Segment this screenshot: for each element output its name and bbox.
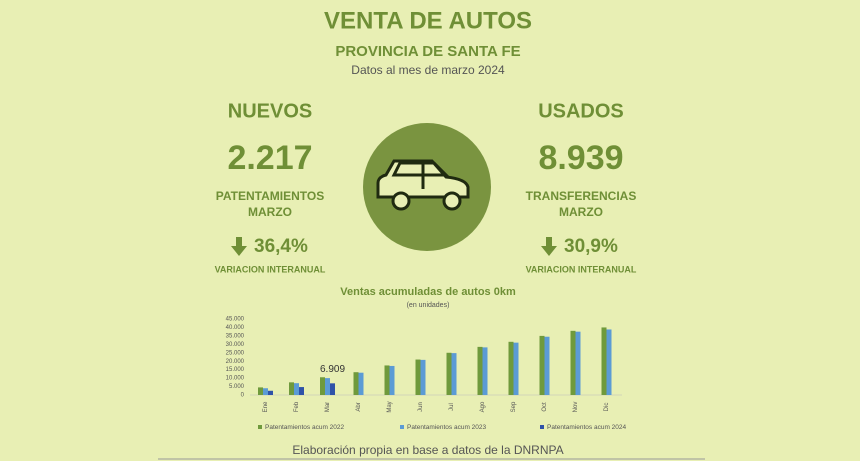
y-tick-label: 35.000 [226, 333, 245, 339]
bar [446, 352, 452, 395]
bar [420, 359, 426, 395]
y-tick-label: 45.000 [226, 317, 245, 323]
bar [513, 342, 519, 395]
right-change: 30,9% [564, 236, 618, 257]
bar [320, 377, 325, 395]
left-label: PATENTAMIENTOS [216, 189, 324, 203]
x-tick-label: Abr [356, 402, 362, 411]
date: Datos al mes de marzo 2024 [351, 63, 505, 77]
bar [477, 346, 483, 395]
y-tick-label: 40.000 [226, 325, 245, 331]
data-label: 6.909 [320, 364, 345, 375]
chart-subtitle: (en unidades) [407, 302, 450, 309]
bar [606, 329, 612, 395]
left-change: 36,4% [254, 236, 308, 257]
x-tick-label: Oct [542, 402, 548, 412]
bar [325, 378, 330, 395]
bar [570, 330, 576, 395]
x-tick-label: Jul [449, 403, 455, 411]
legend-label: Patentamientos acum 2024 [547, 424, 627, 431]
legend-swatch [540, 425, 544, 429]
down-arrow [541, 237, 557, 256]
legend-label: Patentamientos acum 2022 [265, 424, 345, 431]
bar [268, 390, 273, 395]
y-tick-label: 0 [241, 393, 245, 399]
bar [451, 353, 457, 395]
title: VENTA DE AUTOS [324, 7, 532, 34]
legend-swatch [258, 425, 262, 429]
bar [263, 388, 268, 395]
bar [384, 365, 390, 395]
legend-swatch [400, 425, 404, 429]
x-tick-label: Feb [294, 401, 300, 412]
x-tick-label: May [387, 401, 393, 412]
x-tick-label: Jun [418, 402, 424, 412]
y-tick-label: 20.000 [226, 359, 245, 365]
bar [258, 387, 263, 395]
right-label: TRANSFERENCIAS [526, 189, 637, 203]
right-change-label: VARIACION INTERANUAL [526, 264, 637, 274]
x-tick-label: Nov [573, 402, 579, 413]
bar [415, 359, 421, 395]
y-tick-label: 25.000 [226, 350, 245, 356]
bar [358, 372, 364, 395]
x-tick-label: Dic [604, 403, 610, 412]
x-tick-label: Sep [511, 401, 517, 412]
down-arrow [231, 237, 247, 256]
left-heading: NUEVOS [228, 100, 312, 122]
left-label: MARZO [248, 205, 292, 219]
y-tick-label: 5.000 [229, 384, 245, 390]
x-tick-label: Ago [480, 401, 486, 412]
car-icon [376, 159, 470, 211]
x-tick-label: Ene [263, 401, 269, 412]
bar [353, 372, 359, 395]
bar [330, 383, 335, 395]
bar [482, 347, 488, 395]
bar [299, 387, 304, 395]
left-number: 2.217 [227, 139, 312, 177]
bar [575, 331, 581, 395]
chart-title: Ventas acumuladas de autos 0km [340, 286, 516, 298]
y-tick-label: 30.000 [226, 342, 245, 348]
bar [289, 382, 294, 395]
right-number: 8.939 [538, 139, 623, 177]
x-tick-label: Mar [325, 402, 331, 412]
right-heading: USADOS [538, 100, 624, 122]
bar [601, 327, 607, 395]
legend-label: Patentamientos acum 2023 [407, 424, 487, 431]
bar [539, 335, 545, 395]
subtitle: PROVINCIA DE SANTA FE [335, 43, 520, 60]
right-label: MARZO [559, 205, 603, 219]
y-tick-label: 15.000 [226, 367, 245, 373]
bar [294, 383, 299, 395]
footer: Elaboración propia en base a datos de la… [292, 443, 563, 457]
bar [508, 341, 514, 395]
y-tick-label: 10.000 [226, 376, 245, 382]
left-change-label: VARIACION INTERANUAL [215, 264, 326, 274]
bar [544, 336, 550, 395]
bar [389, 365, 395, 395]
